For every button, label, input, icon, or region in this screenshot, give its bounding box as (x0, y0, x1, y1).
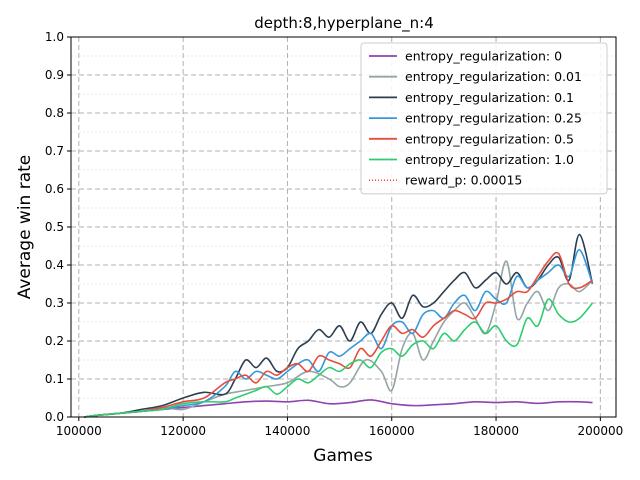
legend-entry-5: entropy_regularization: 1.0 (405, 152, 574, 167)
y-tick-label: 0.8 (45, 106, 64, 120)
legend-entry-6: reward_p: 0.00015 (405, 173, 522, 188)
y-tick-label: 0.0 (45, 410, 64, 424)
y-tick-label: 0.6 (45, 182, 64, 196)
series-line-3 (83, 248, 594, 418)
legend-entry-4: entropy_regularization: 0.5 (405, 131, 574, 146)
y-tick-label: 0.9 (45, 68, 64, 82)
legend-entry-2: entropy_regularization: 0.1 (405, 90, 574, 105)
legend-entry-3: entropy_regularization: 0.25 (405, 111, 582, 126)
x-axis-label: Games (313, 446, 373, 466)
x-tick-label: 140000 (265, 424, 311, 438)
x-tick-label: 120000 (160, 424, 206, 438)
x-tick-label: 100000 (56, 424, 102, 438)
grid (71, 37, 616, 417)
series-line-5 (83, 298, 594, 418)
axis-ticks: 0.0 0.1 0.2 0.3 0.4 0.5 0.6 0.7 0.8 0.9 1.0 100000 1… (45, 30, 623, 438)
y-tick-label: 0.5 (45, 220, 64, 234)
legend-entry-1: entropy_regularization: 0.01 (405, 69, 582, 84)
x-tick-label: 160000 (369, 424, 415, 438)
y-tick-label: 1.0 (45, 30, 64, 44)
legend-entry-0: entropy_regularization: 0 (405, 49, 562, 64)
series-line-4 (83, 251, 593, 418)
legend-box (360, 42, 608, 195)
chart-title: depth:8,hyperplane_n:4 (254, 14, 434, 33)
y-tick-label: 0.2 (45, 334, 64, 348)
y-axis-label: Average win rate (15, 155, 35, 300)
series-lines (83, 233, 594, 418)
y-tick-label: 0.4 (45, 258, 64, 272)
x-tick-label: 180000 (473, 424, 519, 438)
legend: entropy_regularization: 0 entropy_regular… (360, 42, 608, 195)
x-tick-label: 200000 (577, 424, 623, 438)
y-tick-label: 0.3 (45, 296, 64, 310)
y-tick-label: 0.1 (45, 372, 64, 386)
y-tick-label: 0.7 (45, 144, 64, 158)
